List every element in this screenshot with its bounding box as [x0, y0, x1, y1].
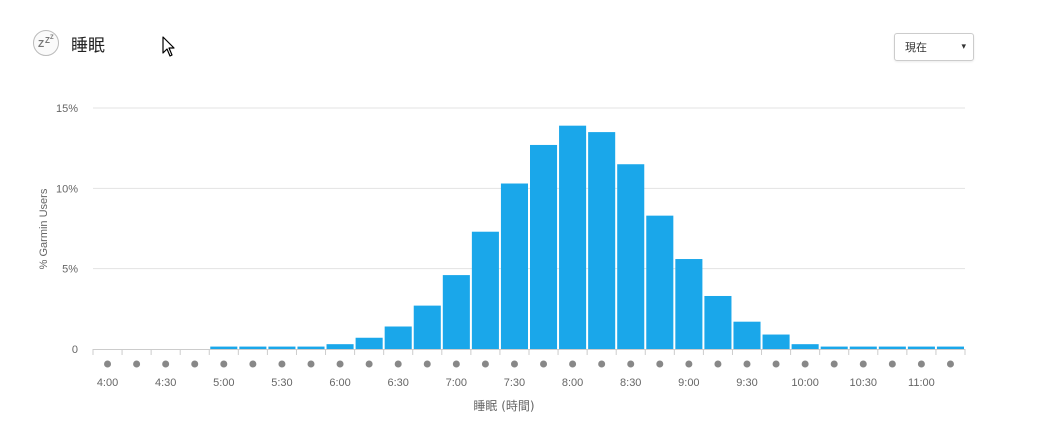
category-marker	[598, 360, 606, 368]
category-marker	[481, 360, 489, 368]
bar	[617, 164, 645, 349]
bar	[704, 295, 732, 349]
y-tick-label: 5%	[62, 264, 78, 276]
bar	[210, 346, 238, 349]
category-marker	[743, 360, 751, 368]
bar	[791, 344, 819, 349]
bar	[268, 346, 296, 349]
period-select-value: 現在	[905, 41, 927, 54]
category-marker	[888, 360, 896, 368]
bar	[355, 337, 383, 349]
category-marker	[336, 360, 344, 368]
bar	[733, 321, 761, 349]
category-marker	[249, 360, 257, 368]
category-marker	[133, 360, 141, 368]
bar	[384, 326, 412, 349]
category-marker	[859, 360, 867, 368]
bar	[907, 346, 935, 349]
x-tick-label: 4:00	[97, 377, 118, 389]
y-tick-label: 0	[72, 344, 78, 356]
bar	[878, 346, 906, 349]
bar	[297, 346, 325, 349]
x-tick-label: 8:00	[562, 377, 583, 389]
category-marker	[685, 360, 693, 368]
category-marker	[510, 360, 518, 368]
category-marker	[656, 360, 664, 368]
category-marker	[220, 360, 228, 368]
y-axis-title: % Garmin Users	[38, 188, 50, 269]
y-tick-label: 15%	[56, 103, 78, 115]
x-tick-label: 10:30	[850, 377, 878, 389]
page-title: 睡眠	[71, 35, 105, 56]
x-tick-label: 6:30	[387, 377, 408, 389]
category-marker	[917, 360, 925, 368]
x-tick-label: 5:30	[271, 377, 292, 389]
category-marker	[946, 360, 954, 368]
y-tick-label: 10%	[56, 183, 78, 195]
x-tick-label: 4:30	[155, 377, 176, 389]
category-marker	[627, 360, 635, 368]
category-marker	[104, 360, 112, 368]
bar	[471, 231, 499, 349]
category-marker	[278, 360, 286, 368]
x-tick-label: 9:00	[678, 377, 699, 389]
bar	[239, 346, 267, 349]
category-marker	[452, 360, 460, 368]
bar	[762, 334, 790, 349]
x-tick-label: 7:30	[504, 377, 525, 389]
bar	[530, 144, 558, 349]
x-tick-label: 9:30	[736, 377, 757, 389]
bar	[442, 275, 470, 349]
category-marker	[714, 360, 722, 368]
bar	[559, 125, 587, 349]
bar	[820, 346, 848, 349]
bar	[849, 346, 877, 349]
x-tick-label: 8:30	[620, 377, 641, 389]
category-marker	[191, 360, 199, 368]
category-marker	[423, 360, 431, 368]
category-marker	[394, 360, 402, 368]
bar	[413, 305, 441, 349]
period-select[interactable]: 現在 ▾	[894, 33, 974, 61]
mouse-cursor-icon	[162, 36, 175, 57]
bar	[500, 183, 528, 349]
x-tick-label: 7:00	[446, 377, 467, 389]
bar	[326, 344, 354, 349]
x-tick-label: 11:00	[908, 377, 935, 389]
category-marker	[307, 360, 315, 368]
category-marker	[540, 360, 548, 368]
bar	[646, 215, 674, 349]
x-tick-label: 10:00	[791, 377, 819, 389]
x-tick-label: 5:00	[213, 377, 234, 389]
bar	[936, 346, 964, 349]
bar	[675, 259, 703, 349]
bar	[588, 132, 616, 349]
category-marker	[830, 360, 838, 368]
category-marker	[772, 360, 780, 368]
x-axis-title: 睡眠 (時間)	[473, 399, 534, 413]
category-marker	[365, 360, 373, 368]
category-marker	[569, 360, 577, 368]
category-marker	[801, 360, 809, 368]
category-marker	[162, 360, 170, 368]
x-tick-label: 6:00	[329, 377, 350, 389]
chevron-down-icon: ▾	[961, 42, 966, 52]
